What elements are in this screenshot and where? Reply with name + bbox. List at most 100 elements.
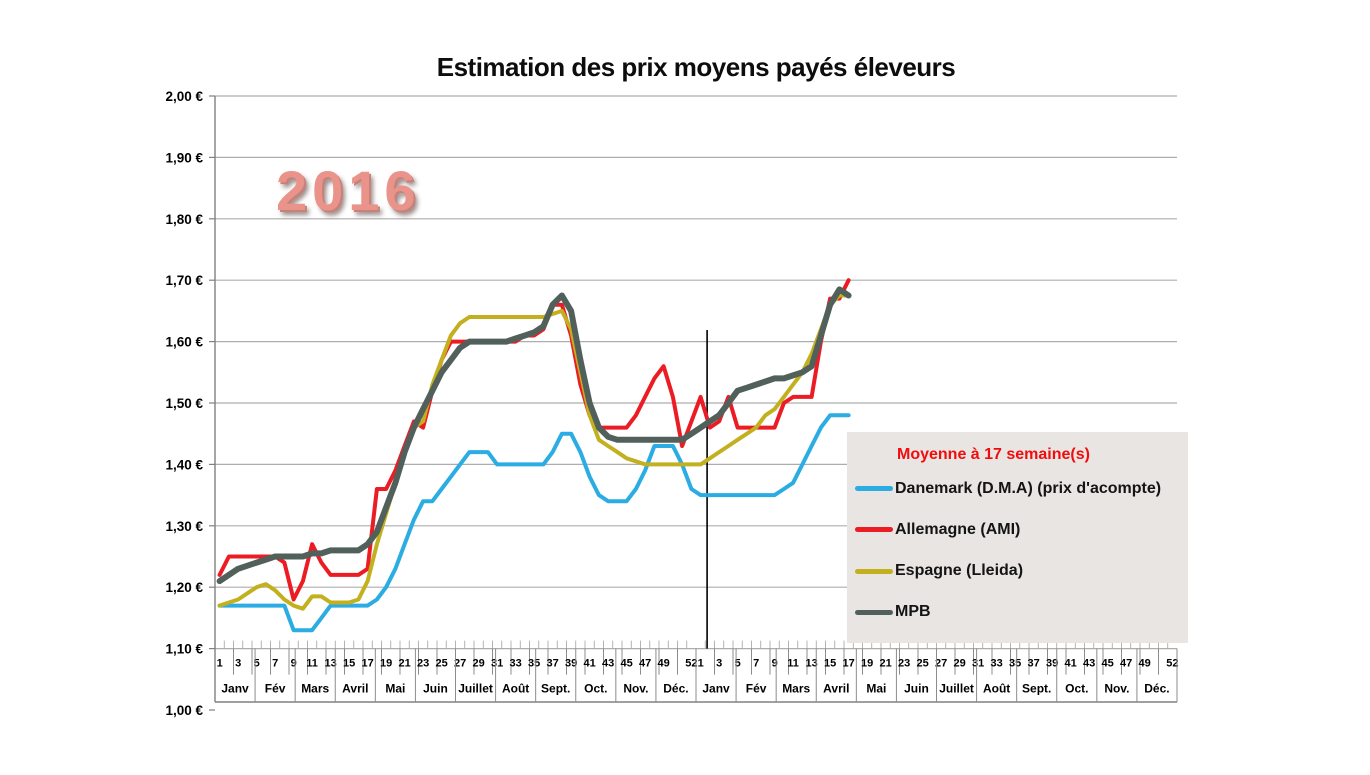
svg-text:Juillet: Juillet: [939, 682, 974, 696]
svg-text:Fév: Fév: [746, 682, 767, 696]
svg-text:19: 19: [380, 658, 392, 670]
svg-text:Juin: Juin: [904, 682, 929, 696]
svg-text:29: 29: [954, 658, 966, 670]
svg-text:52: 52: [685, 658, 697, 670]
svg-text:Mai: Mai: [866, 682, 886, 696]
svg-text:25: 25: [436, 658, 448, 670]
svg-text:1: 1: [698, 658, 704, 670]
legend-swatch-danemark: [855, 486, 893, 492]
legend-label-danemark: Danemark (D.M.A) (prix d'acompte): [895, 479, 1162, 497]
svg-text:Nov.: Nov.: [1104, 682, 1129, 696]
legend-item-espagne: Espagne (Lleida): [855, 551, 1178, 592]
svg-text:41: 41: [584, 658, 596, 670]
svg-text:Avril: Avril: [342, 682, 368, 696]
legend-title: Moyenne à 17 semaine(s): [897, 446, 1090, 463]
svg-text:37: 37: [547, 658, 559, 670]
svg-text:1,50 €: 1,50 €: [165, 396, 203, 411]
svg-text:33: 33: [510, 658, 522, 670]
legend-swatch-mpb: [855, 609, 893, 615]
svg-text:37: 37: [1028, 658, 1040, 670]
svg-text:Juillet: Juillet: [458, 682, 493, 696]
svg-text:52: 52: [1166, 658, 1178, 670]
svg-text:21: 21: [880, 658, 892, 670]
legend-label-mpb: MPB: [895, 603, 931, 621]
svg-text:1,80 €: 1,80 €: [165, 212, 203, 227]
svg-text:35: 35: [1009, 658, 1021, 670]
legend-item-allemagne: Allemagne (AMI): [855, 509, 1178, 550]
svg-text:Oct.: Oct.: [1065, 682, 1088, 696]
svg-text:45: 45: [1102, 658, 1114, 670]
svg-text:5: 5: [254, 658, 260, 670]
svg-text:31: 31: [972, 658, 984, 670]
svg-text:3: 3: [716, 658, 722, 670]
svg-text:11: 11: [787, 658, 799, 670]
svg-text:43: 43: [1083, 658, 1095, 670]
svg-text:27: 27: [935, 658, 947, 670]
svg-text:15: 15: [824, 658, 836, 670]
svg-text:Déc.: Déc.: [663, 682, 688, 696]
svg-text:Août: Août: [502, 682, 529, 696]
svg-text:9: 9: [291, 658, 297, 670]
svg-text:1,30 €: 1,30 €: [165, 519, 203, 534]
year-badge: 2016: [276, 159, 421, 222]
svg-text:41: 41: [1065, 658, 1077, 670]
svg-text:Août: Août: [983, 682, 1010, 696]
svg-text:13: 13: [806, 658, 818, 670]
svg-text:31: 31: [491, 658, 503, 670]
legend-label-espagne: Espagne (Lleida): [895, 562, 1024, 580]
svg-text:9: 9: [772, 658, 778, 670]
svg-text:39: 39: [1046, 658, 1058, 670]
svg-text:39: 39: [565, 658, 577, 670]
legend: Moyenne à 17 semaine(s) Danemark (D.M.A)…: [847, 432, 1188, 643]
svg-text:1,60 €: 1,60 €: [165, 335, 203, 350]
svg-text:35: 35: [528, 658, 540, 670]
svg-text:25: 25: [917, 658, 929, 670]
svg-text:21: 21: [399, 658, 411, 670]
svg-text:47: 47: [639, 658, 651, 670]
svg-text:1,00 €: 1,00 €: [165, 703, 203, 718]
svg-text:23: 23: [417, 658, 429, 670]
svg-text:3: 3: [235, 658, 241, 670]
svg-text:43: 43: [602, 658, 614, 670]
svg-text:27: 27: [454, 658, 466, 670]
svg-text:23: 23: [898, 658, 910, 670]
svg-text:29: 29: [473, 658, 485, 670]
svg-text:Janv: Janv: [702, 682, 730, 696]
svg-text:Juin: Juin: [423, 682, 448, 696]
svg-text:Mars: Mars: [301, 682, 329, 696]
svg-text:13: 13: [325, 658, 337, 670]
svg-text:2,00 €: 2,00 €: [165, 89, 203, 104]
svg-text:7: 7: [753, 658, 759, 670]
svg-text:11: 11: [306, 658, 318, 670]
svg-text:Mars: Mars: [782, 682, 810, 696]
svg-text:1: 1: [217, 658, 223, 670]
svg-text:1,70 €: 1,70 €: [165, 273, 203, 288]
legend-swatch-espagne: [855, 568, 893, 574]
svg-text:19: 19: [861, 658, 873, 670]
svg-text:47: 47: [1120, 658, 1132, 670]
svg-text:Nov.: Nov.: [623, 682, 648, 696]
chart-title: Estimation des prix moyens payés éleveur…: [436, 52, 956, 82]
svg-text:Janv: Janv: [221, 682, 249, 696]
svg-text:15: 15: [343, 658, 355, 670]
svg-text:1,90 €: 1,90 €: [165, 150, 203, 165]
svg-text:Sept.: Sept.: [541, 682, 570, 696]
svg-text:33: 33: [991, 658, 1003, 670]
legend-swatch-allemagne: [855, 527, 893, 533]
svg-text:Sept.: Sept.: [1022, 682, 1051, 696]
svg-text:49: 49: [658, 658, 670, 670]
svg-text:17: 17: [843, 658, 855, 670]
legend-item-mpb: MPB: [855, 592, 1178, 633]
svg-text:Déc.: Déc.: [1144, 682, 1169, 696]
svg-text:Oct.: Oct.: [584, 682, 607, 696]
svg-text:1,10 €: 1,10 €: [165, 642, 203, 657]
legend-item-danemark: Danemark (D.M.A) (prix d'acompte): [855, 468, 1178, 509]
svg-text:Mai: Mai: [385, 682, 405, 696]
svg-text:45: 45: [621, 658, 633, 670]
svg-text:17: 17: [362, 658, 374, 670]
svg-text:Avril: Avril: [823, 682, 849, 696]
svg-text:7: 7: [272, 658, 278, 670]
svg-text:49: 49: [1139, 658, 1151, 670]
